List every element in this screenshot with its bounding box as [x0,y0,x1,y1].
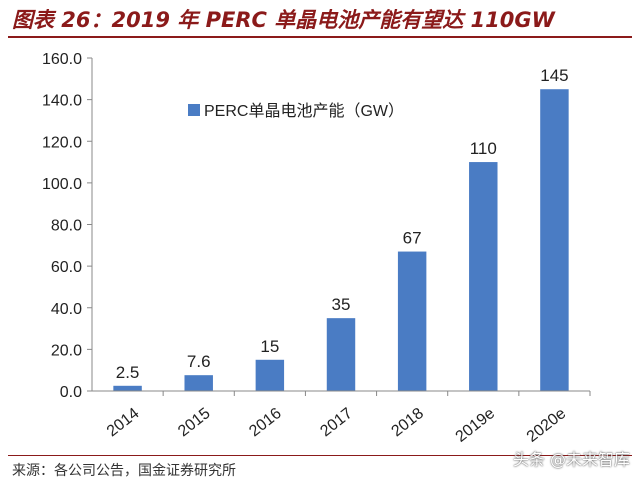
x-axis: 2014 2015 2016 2017 2018 2019e 2020e [92,390,591,446]
data-label-2014: 2.5 [116,363,140,382]
data-label-2017: 35 [332,295,351,314]
bar-2018 [397,251,427,391]
x-tick-label-2017: 2017 [317,405,356,440]
bars [113,89,569,391]
data-label-2015: 7.6 [187,352,211,371]
bar-2017 [326,318,356,391]
source-note: 来源：各公司公告，国金证券研究所 [12,463,236,479]
data-labels: 2.5 7.6 15 35 67 110 145 [116,66,569,382]
x-tick-label-2015: 2015 [175,405,214,440]
bar-2016 [255,359,285,391]
y-tick-label: 120.0 [42,134,82,151]
bar-2015 [184,375,213,391]
x-tick-label-2014: 2014 [104,405,143,440]
y-tick-label: 80.0 [51,218,82,235]
title-divider [8,36,632,38]
y-tick-label: 100.0 [42,176,82,193]
watermark: 头条 @未来智库 [512,450,630,469]
chart-title: 图表 26：2019 年 PERC 单晶电池产能有望达 110GW [12,8,555,32]
y-tick-label: 0.0 [60,384,82,401]
bar-2020e [540,89,569,391]
x-tick-label-2016: 2016 [246,405,285,440]
y-axis: 0.0 20.0 40.0 60.0 80.0 100.0 120.0 140.0 160.0 [42,51,93,401]
y-tick-label: 20.0 [51,342,82,359]
legend: PERC单晶电池产能（GW） [188,102,404,120]
x-tick-label-2018: 2018 [388,405,427,440]
bar-2014 [113,385,142,391]
data-label-2016: 15 [260,337,279,356]
y-tick-label: 40.0 [51,301,82,318]
legend-swatch [188,104,200,116]
x-tick-label-2020e: 2020e [524,405,570,446]
data-label-2020e: 145 [540,66,568,85]
legend-label: PERC单晶电池产能（GW） [204,102,404,120]
data-label-2019e: 110 [470,139,497,158]
bar-2019e [469,162,498,391]
y-tick-label: 160.0 [42,51,82,68]
footer-divider [8,455,632,456]
data-label-2018: 67 [403,229,422,248]
y-tick-label: 140.0 [42,93,82,110]
y-tick-label: 60.0 [51,259,82,276]
x-tick-label-2019e: 2019e [453,405,499,446]
